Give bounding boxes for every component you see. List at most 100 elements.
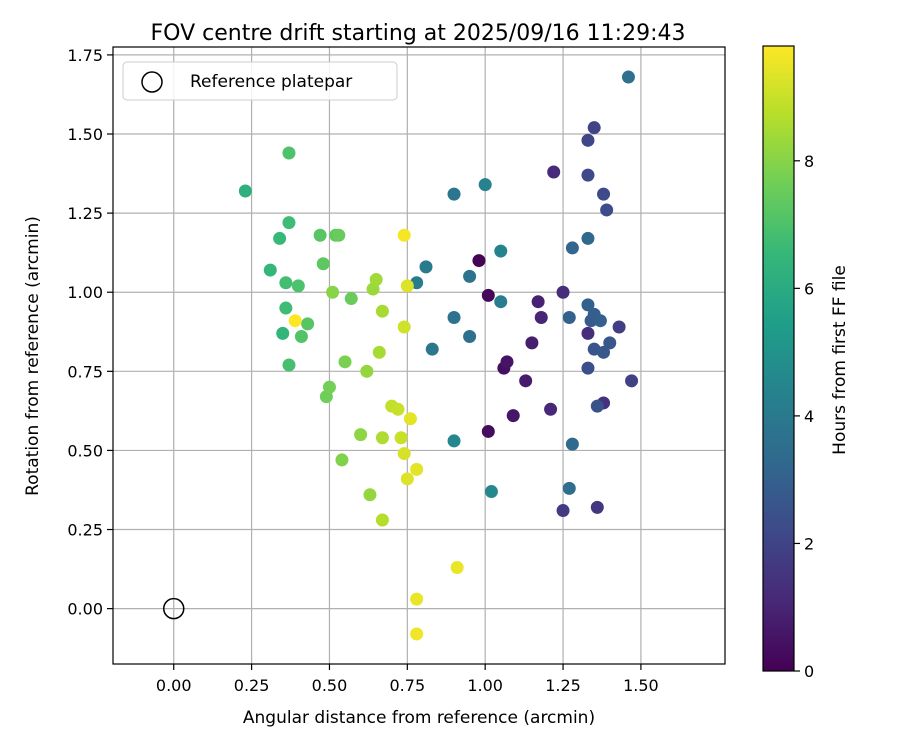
data-point bbox=[276, 326, 290, 340]
data-point bbox=[590, 500, 604, 514]
colorbar-tick-label: 6 bbox=[804, 279, 814, 298]
data-point bbox=[581, 133, 595, 147]
data-point bbox=[447, 311, 461, 325]
legend-label: Reference platepar bbox=[190, 72, 352, 92]
colorbar-tick-label: 0 bbox=[804, 662, 814, 681]
data-point bbox=[344, 292, 358, 306]
data-point bbox=[581, 326, 595, 340]
data-point bbox=[481, 288, 495, 302]
data-point bbox=[400, 472, 414, 486]
colorbar bbox=[762, 45, 795, 672]
data-point bbox=[279, 301, 293, 315]
data-point bbox=[581, 168, 595, 182]
colorbar-tick-label: 2 bbox=[804, 534, 814, 553]
reference-platepar-marker bbox=[162, 597, 185, 620]
data-point bbox=[410, 462, 424, 476]
x-axis-label: Angular distance from reference (arcmin) bbox=[243, 708, 595, 728]
data-point bbox=[273, 231, 287, 245]
data-point bbox=[556, 504, 570, 518]
colorbar-label: Hours from first FF file bbox=[830, 265, 850, 455]
data-point bbox=[600, 203, 614, 217]
x-tick-label: 1.00 bbox=[467, 676, 503, 695]
data-point bbox=[397, 228, 411, 242]
data-point bbox=[419, 260, 433, 274]
data-point bbox=[375, 304, 389, 318]
y-axis-ticks: 0.00 0.25 0.50 0.75 1.00 1.25 1.50 1.75 bbox=[67, 46, 113, 619]
data-point bbox=[375, 513, 389, 527]
data-point bbox=[587, 121, 601, 135]
data-point bbox=[500, 355, 514, 369]
y-tick-label: 1.50 bbox=[67, 125, 103, 144]
data-point bbox=[397, 447, 411, 461]
colorbar-tick-label: 4 bbox=[804, 407, 814, 426]
data-point bbox=[391, 402, 405, 416]
data-point bbox=[556, 285, 570, 299]
data-point bbox=[316, 257, 330, 271]
x-axis-ticks: 0.00 0.25 0.50 0.75 1.00 1.25 1.50 bbox=[156, 664, 659, 695]
data-point bbox=[603, 336, 617, 350]
data-point bbox=[375, 431, 389, 445]
data-point bbox=[494, 295, 508, 309]
data-point bbox=[332, 228, 346, 242]
data-point bbox=[313, 228, 327, 242]
y-tick-label: 1.25 bbox=[67, 204, 103, 223]
data-point bbox=[562, 481, 576, 495]
data-point bbox=[597, 345, 611, 359]
data-point bbox=[478, 178, 492, 192]
data-point bbox=[506, 409, 520, 423]
data-point bbox=[494, 244, 508, 258]
data-point bbox=[481, 424, 495, 438]
data-point bbox=[425, 342, 439, 356]
data-point bbox=[565, 437, 579, 451]
data-point bbox=[450, 560, 464, 574]
data-point bbox=[372, 345, 386, 359]
y-tick-label: 0.50 bbox=[67, 441, 103, 460]
data-point bbox=[335, 453, 349, 467]
data-point bbox=[282, 358, 296, 372]
data-point bbox=[597, 187, 611, 201]
data-point bbox=[463, 269, 477, 283]
data-point bbox=[238, 184, 252, 198]
data-point bbox=[294, 330, 308, 344]
data-point bbox=[369, 273, 383, 287]
y-tick-label: 1.75 bbox=[67, 46, 103, 65]
data-point bbox=[403, 412, 417, 426]
data-point bbox=[301, 317, 315, 331]
data-point bbox=[581, 298, 595, 312]
legend-box bbox=[122, 61, 398, 101]
data-point bbox=[291, 279, 305, 293]
data-point bbox=[397, 320, 411, 334]
data-point bbox=[484, 485, 498, 499]
data-point bbox=[531, 295, 545, 309]
data-point bbox=[593, 314, 607, 328]
data-point bbox=[447, 187, 461, 201]
data-point bbox=[282, 146, 296, 160]
colorbar-ticks: 0 2 4 6 8 bbox=[794, 152, 814, 681]
data-point bbox=[547, 165, 561, 179]
data-point bbox=[581, 231, 595, 245]
x-tick-label: 1.25 bbox=[545, 676, 581, 695]
chart-title: FOV centre drift starting at 2025/09/16 … bbox=[151, 21, 686, 46]
data-point bbox=[519, 374, 533, 388]
data-point bbox=[360, 364, 374, 378]
data-point bbox=[400, 279, 414, 293]
data-point bbox=[326, 285, 340, 299]
data-point bbox=[363, 488, 377, 502]
data-point bbox=[534, 311, 548, 325]
data-point bbox=[447, 434, 461, 448]
y-tick-label: 0.25 bbox=[67, 521, 103, 540]
data-point bbox=[625, 374, 639, 388]
y-axis-label: Rotation from reference (arcmin) bbox=[23, 216, 43, 496]
data-point bbox=[590, 399, 604, 413]
y-tick-label: 1.00 bbox=[67, 283, 103, 302]
data-point bbox=[565, 241, 579, 255]
x-tick-label: 0.00 bbox=[156, 676, 192, 695]
data-point bbox=[463, 330, 477, 344]
legend-marker-icon bbox=[141, 71, 163, 93]
data-point bbox=[263, 263, 277, 277]
x-tick-label: 1.50 bbox=[623, 676, 659, 695]
data-point bbox=[338, 355, 352, 369]
data-point bbox=[562, 311, 576, 325]
data-point bbox=[612, 320, 626, 334]
